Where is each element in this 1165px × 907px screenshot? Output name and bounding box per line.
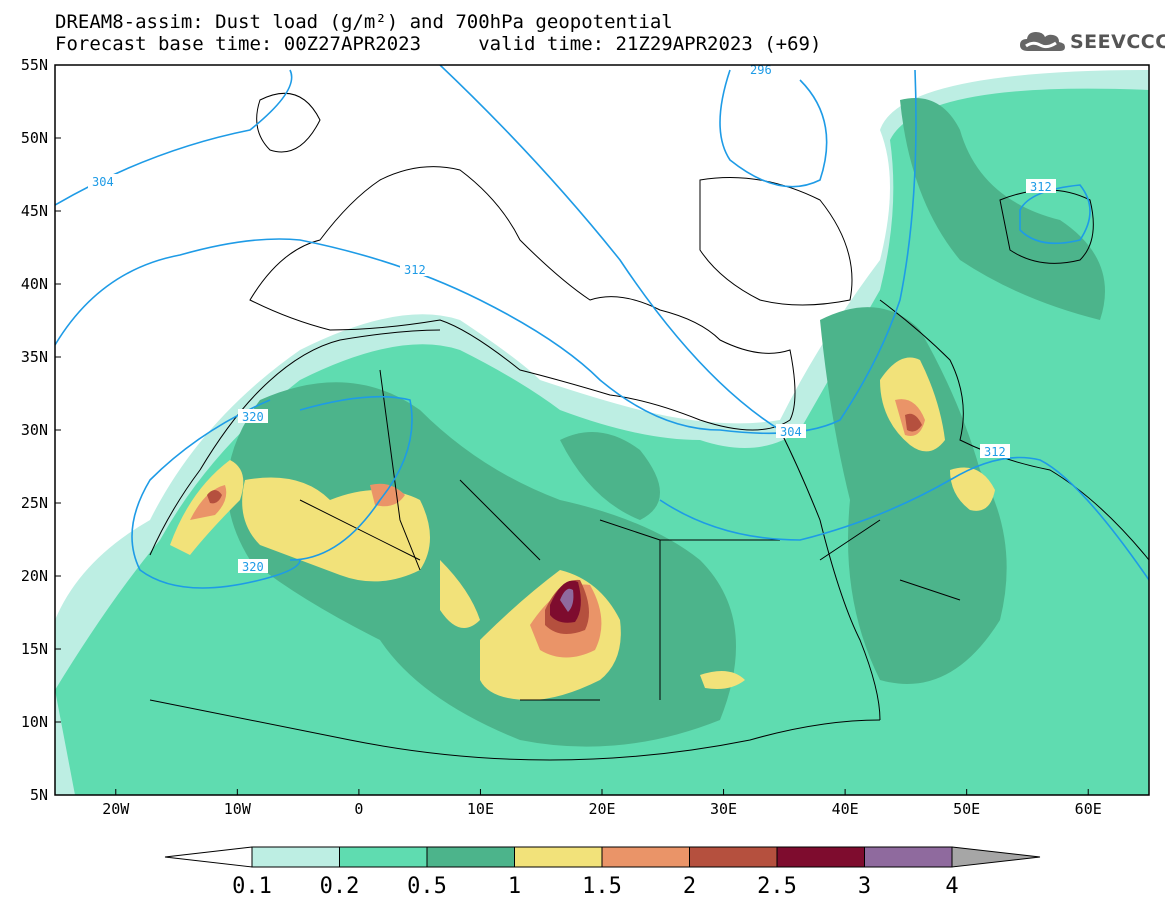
colorbar-label: 3 [858, 874, 871, 899]
latitude-tick-label: 35N [21, 348, 48, 366]
dust-band-4 [560, 588, 574, 612]
latitude-tick-label: 30N [21, 421, 48, 439]
longitude-tick-label: 60E [1075, 800, 1102, 818]
latitude-tick-label: 40N [21, 275, 48, 293]
cloud-icon [1020, 32, 1065, 51]
colorbar-label: 2.5 [757, 874, 797, 899]
longitude-tick-label: 0 [354, 800, 363, 818]
contour-labels: 296 304 312 312 312 320 320 304 [88, 62, 1056, 574]
contour-label: 312 [404, 263, 426, 277]
colorbar-swatch [776, 846, 865, 868]
longitude-axis: 20W 10W 0 10E 20E 30E 40E 50E 60E [102, 789, 1102, 818]
longitude-tick-label: 20W [102, 800, 130, 818]
colorbar-right-arrow [951, 846, 1041, 868]
contour-label: 312 [984, 445, 1006, 459]
colorbar-label: 4 [945, 874, 958, 899]
colorbar-label: 1.5 [582, 874, 622, 899]
colorbar-label: 2 [683, 874, 696, 899]
colorbar-swatch [864, 846, 953, 868]
longitude-tick-label: 50E [953, 800, 980, 818]
longitude-tick-label: 30E [710, 800, 737, 818]
colorbar-swatch [339, 846, 428, 868]
colorbar: 0.1 0.2 0.5 1 1.5 2 2.5 3 4 [164, 846, 1041, 899]
latitude-axis: 55N 50N 45N 40N 35N 30N 25N 20N 15N 10N 5N [21, 56, 61, 804]
map-title-line2: Forecast base time: 00Z27APR2023 valid t… [55, 33, 822, 55]
colorbar-swatch [601, 846, 690, 868]
colorbar-swatch [514, 846, 603, 868]
contour-label: 320 [242, 560, 264, 574]
latitude-tick-label: 25N [21, 494, 48, 512]
colorbar-label: 0.2 [320, 874, 360, 899]
latitude-tick-label: 5N [30, 786, 48, 804]
colorbar-label: 1 [508, 874, 521, 899]
longitude-tick-label: 10W [224, 800, 252, 818]
latitude-tick-label: 50N [21, 129, 48, 147]
longitude-tick-label: 40E [832, 800, 859, 818]
colorbar-swatch [689, 846, 778, 868]
map-title-line1: DREAM8-assim: Dust load (g/m²) and 700hP… [55, 11, 673, 33]
geopotential-contours [55, 65, 1149, 589]
latitude-tick-label: 20N [21, 567, 48, 585]
colorbar-label: 0.1 [232, 874, 272, 899]
latitude-tick-label: 55N [21, 56, 48, 74]
seevccc-logo: SEEVCCC [1018, 29, 1165, 55]
latitude-tick-label: 10N [21, 713, 48, 731]
logo-text: SEEVCCC [1070, 31, 1165, 53]
contour-label: 296 [750, 63, 772, 77]
colorbar-swatch [426, 846, 515, 868]
contour-label: 312 [1030, 180, 1052, 194]
contour-label: 304 [92, 175, 114, 189]
colorbar-label: 0.5 [407, 874, 447, 899]
colorbar-left-arrow [164, 846, 253, 868]
colorbar-swatch [251, 846, 340, 868]
coastlines [149, 92, 1149, 761]
latitude-tick-label: 45N [21, 202, 48, 220]
longitude-tick-label: 10E [467, 800, 494, 818]
longitude-tick-label: 20E [588, 800, 615, 818]
dust-load-field [55, 65, 1149, 795]
contour-label: 320 [242, 410, 264, 424]
latitude-tick-label: 15N [21, 640, 48, 658]
contour-label: 304 [780, 425, 802, 439]
